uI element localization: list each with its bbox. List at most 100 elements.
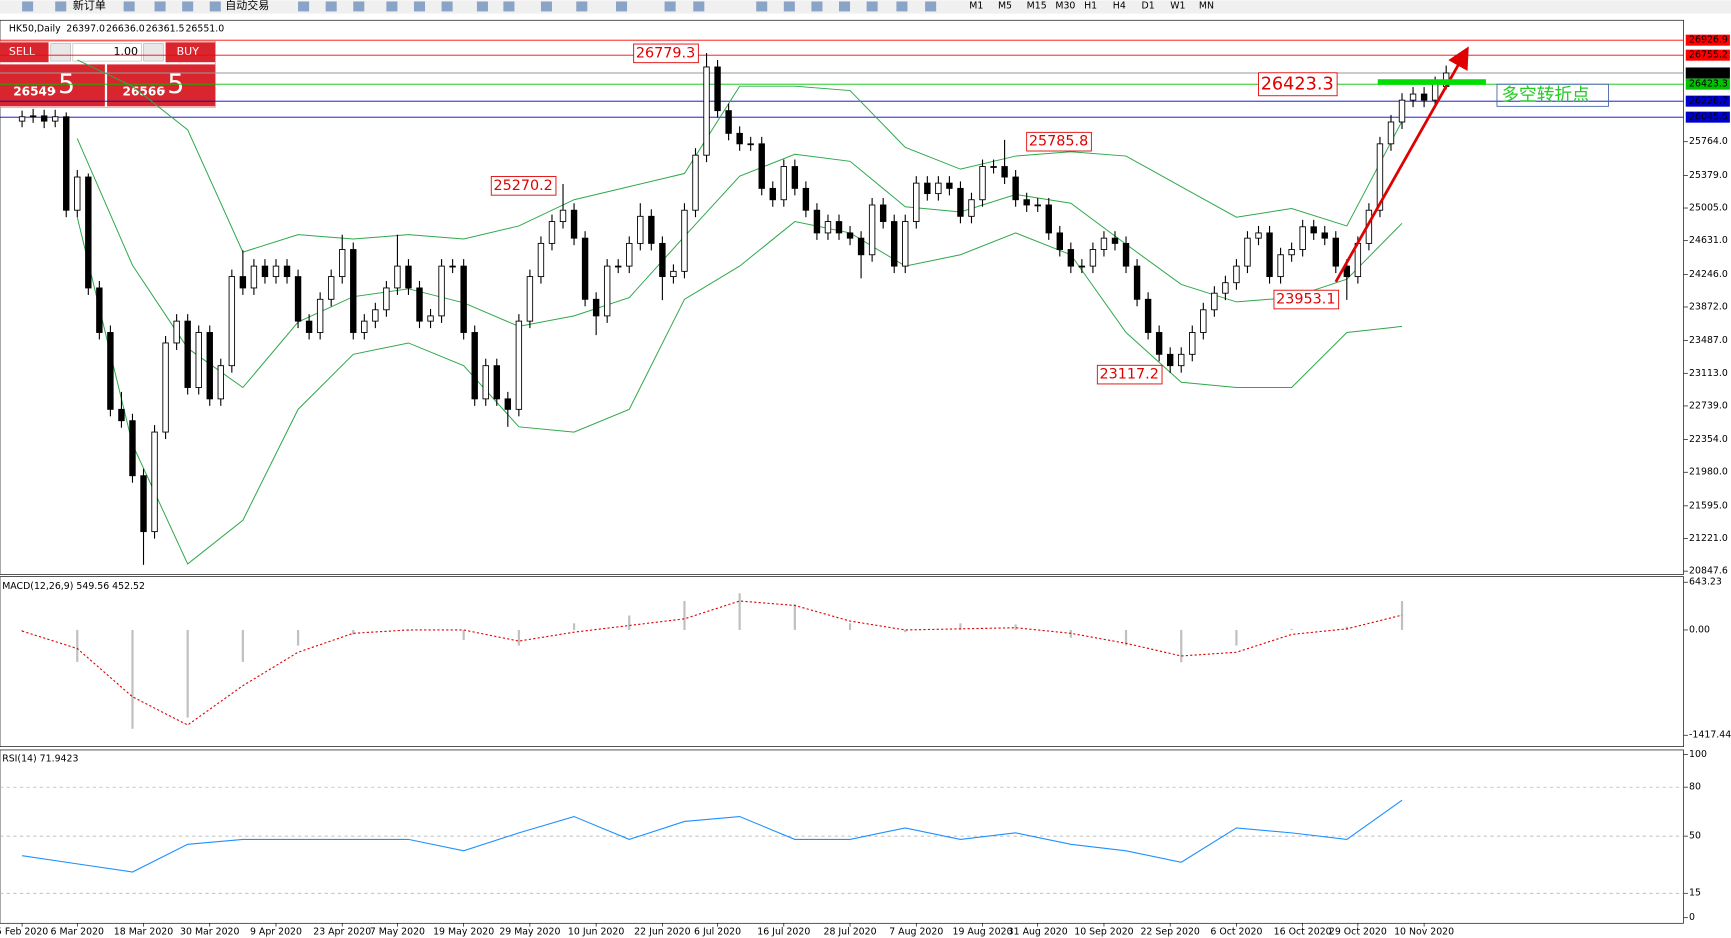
candle-body xyxy=(857,237,865,256)
candle-body xyxy=(990,166,997,168)
annotation: 26779.3 xyxy=(636,45,695,61)
timeframe-button[interactable]: M5 xyxy=(998,0,1012,11)
macd-bar xyxy=(738,593,741,630)
x-tick-label: 9 Apr 2020 xyxy=(250,927,302,938)
candle-body xyxy=(449,265,456,268)
ask-box[interactable] xyxy=(107,64,216,107)
lot-field[interactable] xyxy=(72,43,142,62)
annotation-box xyxy=(1096,364,1163,385)
candle-body xyxy=(305,320,313,333)
sell-label[interactable]: SELL xyxy=(9,45,36,58)
level-tag xyxy=(1685,78,1730,90)
x-tick-label: 22 Sep 2020 xyxy=(1140,927,1199,938)
timeframe-button[interactable]: H1 xyxy=(1084,0,1097,11)
candle-body xyxy=(51,116,59,122)
timeframe-button[interactable]: M1 xyxy=(969,0,983,11)
candle-body xyxy=(1111,237,1119,244)
x-tick-label: 16 Jul 2020 xyxy=(757,927,810,938)
buy-label[interactable]: BUY xyxy=(177,45,200,58)
macd-bar xyxy=(407,629,410,632)
candle-body xyxy=(493,365,500,400)
level-label: 26551.0 xyxy=(1689,67,1728,78)
candle-body xyxy=(1155,332,1163,355)
timeframe-button[interactable]: M15 xyxy=(1027,0,1047,11)
candle-body xyxy=(891,221,898,267)
candle-body xyxy=(1133,265,1141,300)
level-label: 26045.5 xyxy=(1689,112,1728,123)
y-tick-label: 25379.0 xyxy=(1689,170,1728,181)
macd-panel xyxy=(0,576,1684,747)
header-value: 26361.5 xyxy=(146,24,185,35)
candle-body xyxy=(383,287,390,311)
candle-body xyxy=(957,187,964,217)
candle-body xyxy=(1200,309,1207,333)
candle-body xyxy=(372,309,379,322)
timeframe-button[interactable]: MN xyxy=(1199,0,1214,11)
callout-box xyxy=(1496,83,1609,107)
candle-body xyxy=(913,182,920,223)
candle-body xyxy=(1332,237,1339,267)
annotation: 23117.2 xyxy=(1100,367,1159,383)
bid-main[interactable]: 26549 xyxy=(13,84,55,98)
lot-value[interactable]: 1.00 xyxy=(113,45,138,58)
level-tag xyxy=(1685,49,1730,61)
x-tick-label: 29 Oct 2020 xyxy=(1329,927,1387,938)
lot-down[interactable] xyxy=(50,43,71,62)
annotation-box xyxy=(1026,131,1092,152)
level-tag xyxy=(1685,67,1730,79)
candle-body xyxy=(140,475,147,533)
x-tick-label: 16 Oct 2020 xyxy=(1274,927,1332,938)
candle-body xyxy=(879,204,887,223)
candle-body xyxy=(1056,232,1063,250)
candle-body xyxy=(968,199,975,217)
candle-body xyxy=(902,221,909,267)
candle-body xyxy=(725,110,732,134)
macd-bar xyxy=(904,629,907,633)
candle-body xyxy=(316,298,324,333)
x-tick-label: 22 Jun 2020 xyxy=(634,927,690,938)
timeframe-button[interactable]: D1 xyxy=(1141,0,1154,11)
timeframe-button[interactable]: W1 xyxy=(1170,0,1185,11)
y-tick-label: -1417.44 xyxy=(1689,730,1731,741)
lot-up[interactable] xyxy=(143,43,164,62)
band-lower xyxy=(76,217,1403,565)
candle-body xyxy=(405,265,412,289)
timeframe-button[interactable]: M30 xyxy=(1055,0,1075,11)
annotation-box xyxy=(490,176,557,196)
candle-body xyxy=(1255,232,1262,239)
candle-body xyxy=(846,232,854,239)
bid-box[interactable] xyxy=(0,64,105,107)
candle-body xyxy=(581,237,589,300)
ask-main[interactable]: 26566 xyxy=(123,84,165,98)
y-tick-label: 24246.0 xyxy=(1689,269,1728,280)
x-tick-label: 6 Jul 2020 xyxy=(694,927,741,938)
candle-body xyxy=(217,365,224,400)
candle-body xyxy=(1387,121,1395,145)
candle-body xyxy=(1144,298,1152,333)
candle-body xyxy=(1376,143,1384,211)
timeframe-button[interactable]: H4 xyxy=(1113,0,1126,11)
toolbar-button[interactable]: 新订单 xyxy=(73,0,106,12)
candle-body xyxy=(802,187,810,211)
level-tag xyxy=(1685,95,1730,107)
candle-body xyxy=(1001,166,1008,178)
x-tick-label: 7 May 2020 xyxy=(370,927,425,938)
candle-body xyxy=(206,332,213,400)
macd-bar xyxy=(1014,624,1017,630)
x-tick-label: 31 Aug 2020 xyxy=(1008,927,1068,938)
x-tick-label: 7 Aug 2020 xyxy=(889,927,943,938)
y-tick-label: 100 xyxy=(1689,749,1707,760)
candle-body xyxy=(129,420,136,477)
toolbar xyxy=(0,0,1731,14)
toolbar-button[interactable]: 自动交易 xyxy=(225,0,269,12)
sell-button[interactable] xyxy=(0,42,49,63)
candle-body xyxy=(868,204,876,256)
buy-button[interactable] xyxy=(165,42,216,63)
candle-body xyxy=(173,320,180,344)
x-tick-label: 18 Mar 2020 xyxy=(114,927,173,938)
candle-body xyxy=(416,287,423,322)
candle-body xyxy=(537,242,545,278)
candle-body xyxy=(294,276,302,322)
x-tick-label: 5 Feb 2020 xyxy=(0,927,48,938)
